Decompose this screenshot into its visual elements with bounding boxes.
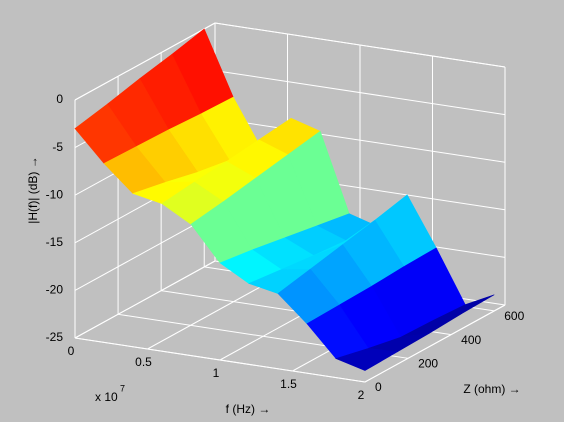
x-tick-label: 2: [358, 388, 365, 402]
x-tick-label: 0.5: [135, 355, 152, 369]
z-tick-label: 0: [56, 92, 63, 106]
z-axis-label: |H(f)| (dB) →: [26, 156, 40, 224]
x-scale-label: x 10: [95, 390, 118, 404]
z-tick-label: -5: [52, 140, 63, 154]
y-tick-label: 200: [418, 356, 438, 370]
grid-line: [74, 260, 216, 339]
x-scale-exponent: 7: [120, 383, 125, 393]
x-tick-label: 1: [213, 366, 220, 380]
grid-line: [214, 22, 506, 68]
x-axis-label: f (Hz) →: [226, 402, 271, 416]
y-tick-label: 0: [375, 380, 382, 394]
grid-line: [74, 212, 216, 291]
grid-line: [214, 70, 506, 116]
z-tick-label: -10: [46, 187, 64, 201]
y-axis-label: Z (ohm) →: [463, 382, 520, 396]
y-tick-label: 600: [504, 309, 524, 323]
grid-line: [74, 337, 366, 383]
z-tick-label: -20: [46, 283, 64, 297]
y-tick-label: 400: [461, 333, 481, 347]
surface-cell: [335, 348, 399, 371]
z-tick-label: -25: [46, 330, 64, 344]
x-tick-label: 1.5: [280, 377, 297, 391]
grid-line: [74, 22, 216, 101]
grid-line: [364, 304, 506, 383]
x-tick-label: 0: [68, 344, 75, 358]
z-tick-label: -15: [46, 235, 64, 249]
grid-line: [214, 117, 506, 163]
